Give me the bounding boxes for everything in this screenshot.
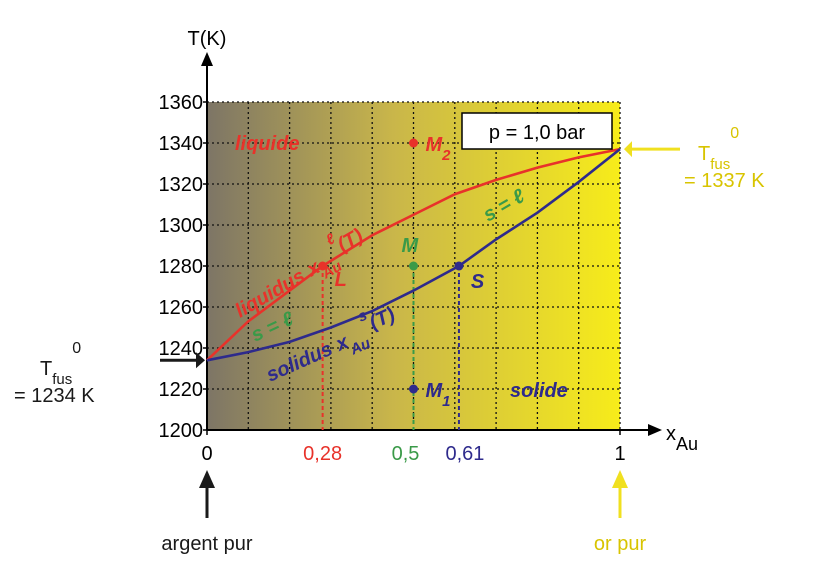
text-part: 0 xyxy=(72,340,81,357)
melting-symbol: Tfus0 xyxy=(698,125,739,173)
pure-label: argent pur xyxy=(161,533,253,555)
x-axis-label: xAu xyxy=(666,423,698,454)
y-tick-label: 1340 xyxy=(159,133,204,155)
text-part: T xyxy=(698,143,710,165)
text-part: Au xyxy=(676,434,698,454)
melting-value: = 1337 K xyxy=(684,170,765,192)
y-tick-label: 1220 xyxy=(159,379,204,401)
melting-symbol: Tfus0 xyxy=(40,340,81,388)
point-label: L xyxy=(335,269,347,291)
pure-arrowhead xyxy=(199,470,215,488)
text-part: x xyxy=(666,423,676,445)
pure-arrowhead xyxy=(612,470,628,488)
text-part: M xyxy=(426,380,444,402)
text-part: M xyxy=(426,134,444,156)
y-tick-label: 1200 xyxy=(159,420,204,442)
point xyxy=(454,261,464,271)
text-part: T xyxy=(40,358,52,380)
melting-arrowhead xyxy=(624,141,632,158)
text-part: S xyxy=(471,271,485,293)
point-label: M xyxy=(402,235,420,257)
composition-label: 0,28 xyxy=(303,443,342,465)
y-tick-label: 1320 xyxy=(159,174,204,196)
y-tick-label: 1360 xyxy=(159,92,204,114)
composition-label: 0,61 xyxy=(445,443,484,465)
region-label: solide xyxy=(510,380,568,402)
region-label: liquide xyxy=(235,133,299,155)
text-part: fus xyxy=(710,156,730,173)
x-tick-label: 1 xyxy=(614,443,625,465)
text-part: 2 xyxy=(441,147,451,164)
phase-curve xyxy=(206,147,621,362)
x-tick-label: 0 xyxy=(201,443,212,465)
text-part: 0 xyxy=(730,125,739,142)
pure-label: or pur xyxy=(594,533,647,555)
pressure-label: p = 1,0 bar xyxy=(489,122,586,144)
y-axis-arrow xyxy=(201,52,213,66)
x-axis-arrow xyxy=(648,424,662,436)
pressure-box xyxy=(461,112,613,150)
y-tick-label: 1280 xyxy=(159,256,204,278)
y-tick-label: 1260 xyxy=(159,297,204,319)
point-label: S xyxy=(471,271,485,293)
phase-curve xyxy=(206,148,621,362)
text-part: 1 xyxy=(442,393,450,410)
melting-value: = 1234 K xyxy=(14,385,95,407)
text-part: L xyxy=(335,269,347,291)
point xyxy=(409,261,418,271)
point xyxy=(409,138,418,148)
point xyxy=(318,261,328,271)
point xyxy=(409,384,418,394)
point-label: M1 xyxy=(426,380,451,410)
y-tick-label: 1300 xyxy=(159,215,204,237)
text-part: fus xyxy=(52,371,72,388)
y-tick-label: 1240 xyxy=(159,338,204,360)
y-axis-label: T(K) xyxy=(188,28,227,50)
melting-arrowhead xyxy=(196,352,205,369)
text-part: M xyxy=(402,235,420,257)
composition-label: 0,5 xyxy=(392,443,420,465)
point-label: M2 xyxy=(426,134,452,164)
